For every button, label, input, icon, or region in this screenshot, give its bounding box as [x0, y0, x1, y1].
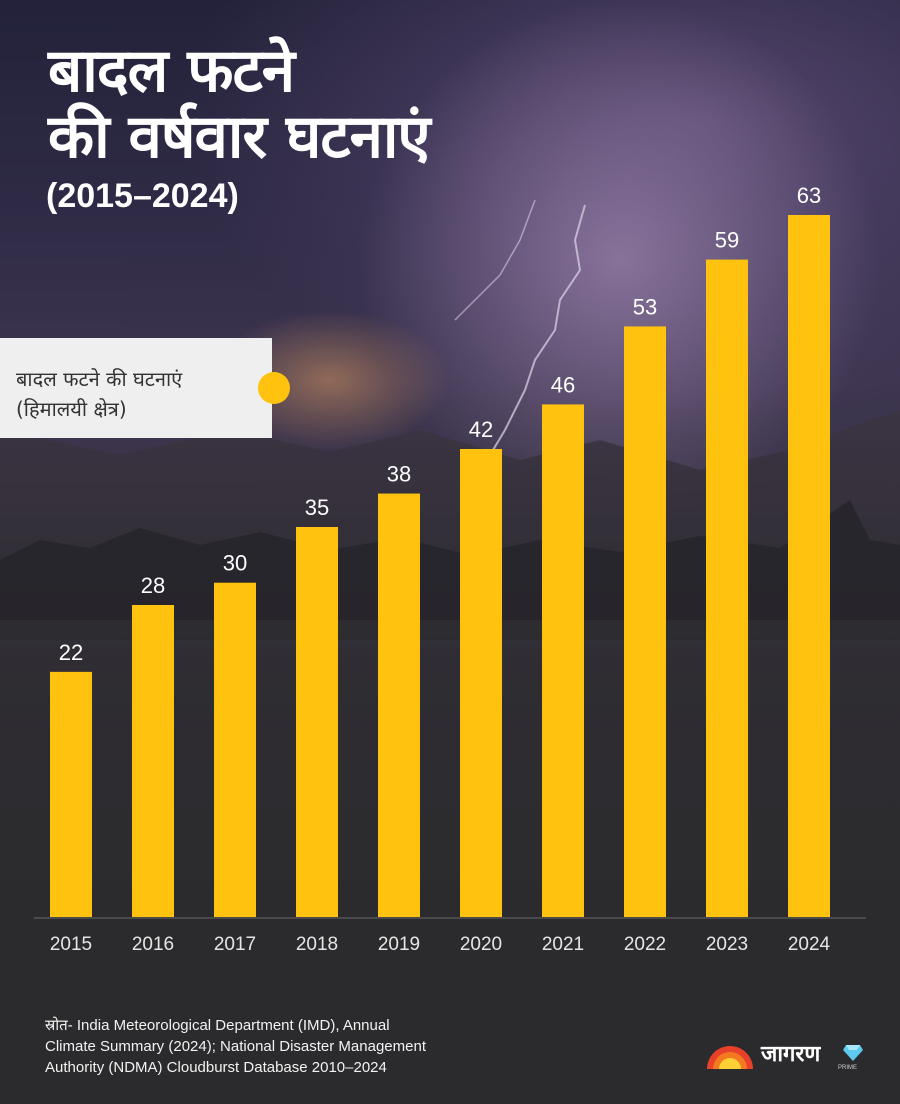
x-tick-label-2021: 2021	[542, 934, 584, 955]
value-label-2018: 35	[305, 495, 329, 520]
x-tick-label-2016: 2016	[132, 934, 174, 955]
x-tick-label-2022: 2022	[624, 934, 666, 955]
bar-2019	[378, 493, 420, 917]
title-line-1: बादल फटने	[48, 36, 295, 106]
brand-name: जागरण	[761, 1042, 821, 1067]
chart-subtitle: (2015–2024)	[46, 177, 239, 215]
bars-group	[50, 215, 830, 918]
value-label-2023: 59	[715, 228, 739, 253]
legend-label-line-1: बादल फटने की घटनाएं	[16, 367, 183, 391]
value-label-2024: 63	[797, 183, 821, 208]
value-label-2015: 22	[59, 640, 83, 665]
x-tick-label-2020: 2020	[460, 934, 502, 955]
legend-box: बादल फटने की घटनाएं (हिमालयी क्षेत्र)	[0, 338, 272, 438]
bar-2023	[706, 259, 748, 918]
diamond-icon	[843, 1045, 863, 1061]
x-tick-label-2017: 2017	[214, 934, 256, 955]
value-label-2019: 38	[387, 462, 411, 487]
x-tick-label-2015: 2015	[50, 934, 92, 955]
bar-2016	[132, 605, 174, 917]
bar-2018	[296, 527, 338, 917]
x-tick-label-2023: 2023	[706, 934, 748, 955]
source-line-1: स्रोत- India Meteorological Department (…	[45, 1017, 390, 1034]
source-line-2: Climate Summary (2024); National Disaste…	[45, 1038, 426, 1055]
brand-logo: जागरण PRIME	[705, 1042, 870, 1071]
brand-sub: PRIME	[838, 1065, 858, 1071]
bar-2022	[624, 326, 666, 917]
source-line-3: Authority (NDMA) Cloudburst Database 201…	[45, 1059, 387, 1076]
value-label-2021: 46	[551, 372, 575, 397]
legend-color-dot	[258, 372, 290, 404]
bar-2021	[542, 404, 584, 917]
value-labels-group: 22 28 30 35 38 42 46 53 59 63	[59, 183, 821, 665]
legend-label-line-2: (हिमालयी क्षेत्र)	[16, 397, 127, 421]
bar-2017	[214, 582, 256, 917]
bar-2015	[50, 671, 92, 917]
value-label-2022: 53	[633, 294, 657, 319]
x-tick-label-2024: 2024	[788, 934, 831, 955]
value-label-2020: 42	[469, 417, 493, 442]
title-line-2: की वर्षवार घटनाएं	[48, 102, 431, 172]
x-tick-label-2019: 2019	[378, 934, 420, 955]
x-tick-label-2018: 2018	[296, 934, 338, 955]
bar-2020	[460, 449, 502, 917]
lightning-bolt	[489, 204, 586, 456]
x-tick-labels-group: 2015 2016 2017 2018 2019 2020 2021 2022 2023 2024	[50, 934, 831, 955]
value-label-2017: 30	[223, 551, 247, 576]
bar-2024	[788, 215, 830, 917]
lightning-branch	[454, 199, 536, 321]
source-note: स्रोत- India Meteorological Department (…	[45, 1015, 515, 1078]
rising-sun-icon	[707, 1046, 753, 1069]
value-label-2016: 28	[141, 573, 165, 598]
chart-title: बादल फटने की वर्षवार घटनाएं	[48, 36, 431, 172]
